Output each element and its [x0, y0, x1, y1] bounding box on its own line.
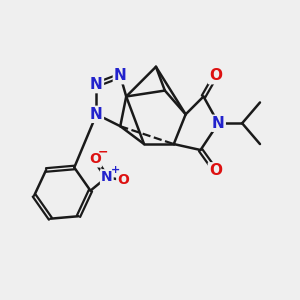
Text: O: O — [209, 68, 222, 83]
Text: N: N — [90, 77, 103, 92]
Text: N: N — [114, 68, 127, 83]
Text: −: − — [98, 146, 109, 158]
Text: O: O — [209, 163, 222, 178]
Text: N: N — [212, 116, 225, 131]
Text: O: O — [117, 173, 129, 187]
Text: O: O — [89, 152, 101, 167]
Text: N: N — [90, 107, 103, 122]
Text: +: + — [110, 165, 120, 175]
Text: N: N — [101, 170, 112, 184]
